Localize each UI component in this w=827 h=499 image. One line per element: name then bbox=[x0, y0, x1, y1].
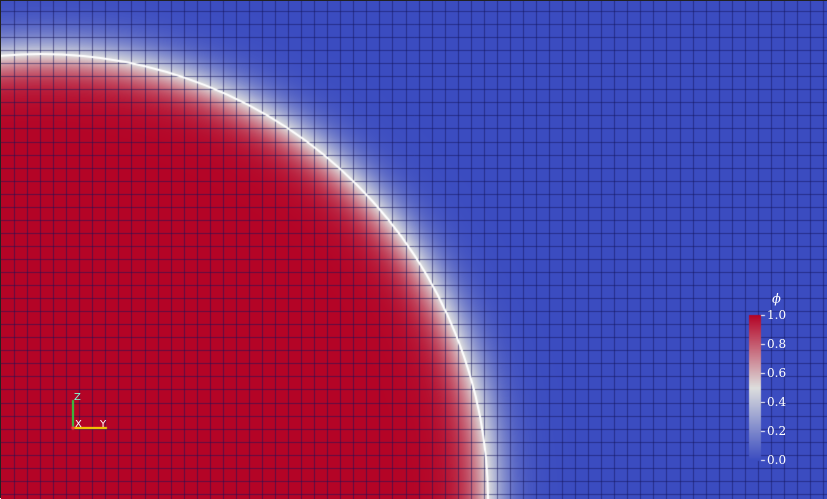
axis-x-label: X bbox=[75, 419, 82, 430]
colorbar-tick-label: 0.2 bbox=[767, 424, 787, 438]
colorbar-tick-label: 0.0 bbox=[767, 453, 787, 467]
colorbar-tick-label: 0.8 bbox=[767, 337, 787, 351]
colorbar-tick-label: 0.4 bbox=[767, 395, 787, 409]
colorbar-tick-label: 0.6 bbox=[767, 366, 787, 380]
colorbar-tick-label: 1.0 bbox=[767, 308, 787, 322]
axis-z-label: Z bbox=[74, 392, 81, 403]
colorbar-title: ϕ bbox=[772, 292, 781, 307]
axis-y-label: Y bbox=[100, 419, 107, 430]
